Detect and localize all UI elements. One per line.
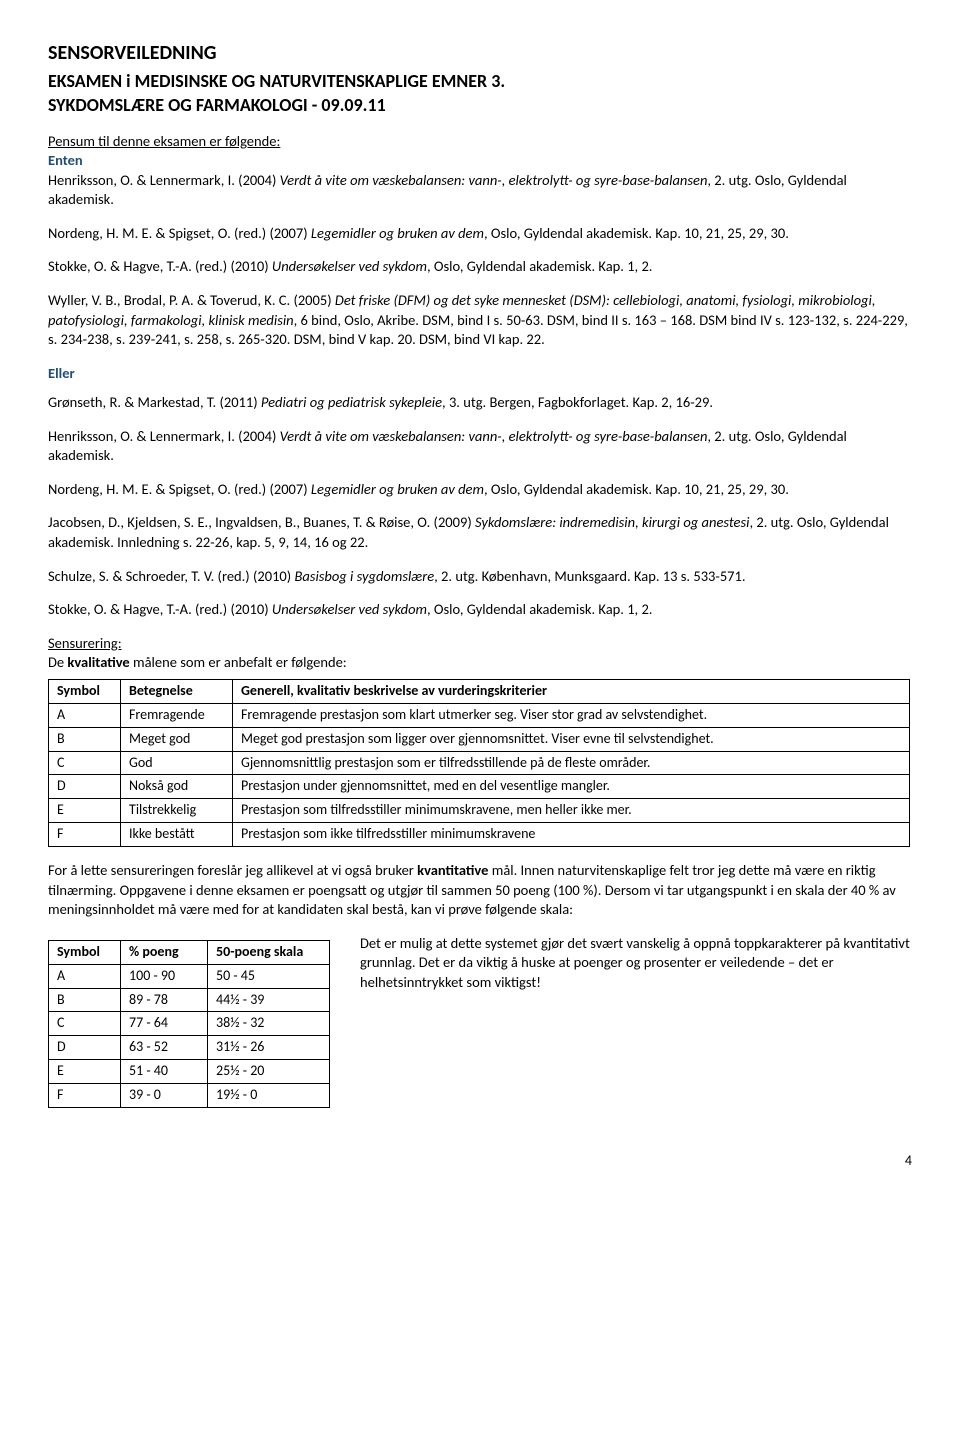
quant-para-bold: kvantitative xyxy=(417,861,488,879)
table-row: A100 - 9050 - 45 xyxy=(49,964,330,988)
ref-henriksson-pre: Henriksson, O. & Lennermark, I. (2004) xyxy=(48,171,280,189)
table-row: C77 - 6438½ - 32 xyxy=(49,1012,330,1036)
ref-gronseth-post: , 3. utg. Bergen, Fagbokforlaget. Kap. 2… xyxy=(442,393,713,411)
ref-wyller-pre: Wyller, V. B., Brodal, P. A. & Toverud, … xyxy=(48,291,335,309)
doc-subtitle-2: SYKDOMSLÆRE OG FARMAKOLOGI - 09.09.11 xyxy=(48,93,912,117)
table-header-row: Symbol Betegnelse Generell, kvalitativ b… xyxy=(49,679,910,703)
ref-nordeng2-title: Legemidler og bruken av dem xyxy=(311,480,484,498)
th-poeng: % poeng xyxy=(121,940,208,964)
ref-jacobsen-title: Sykdomslære: indremedisin, kirurgi og an… xyxy=(475,513,749,531)
table-row: BMeget godMeget god prestasjon som ligge… xyxy=(49,727,910,751)
page-number: 4 xyxy=(48,1152,912,1171)
eller-heading: Eller xyxy=(48,364,912,384)
table-row: ETilstrekkeligPrestasjon som tilfredssti… xyxy=(49,799,910,823)
scale-table: Symbol % poeng 50-poeng skala A100 - 905… xyxy=(48,940,330,1108)
doc-subtitle-1: EKSAMEN i MEDISINSKE OG NATURVITENSKAPLI… xyxy=(48,69,912,93)
ref-stokke-post: , Oslo, Gyldendal akademisk. Kap. 1, 2. xyxy=(427,257,652,275)
table-row: AFremragendeFremragende prestasjon som k… xyxy=(49,703,910,727)
quant-para-pre: For å lette sensureringen foreslår jeg a… xyxy=(48,861,417,879)
ref-stokke2-pre: Stokke, O. & Hagve, T.-A. (red.) (2010) xyxy=(48,600,272,618)
bottom-note: Det er mulig at dette systemet gjør det … xyxy=(360,934,912,993)
table-row: D63 - 5231½ - 26 xyxy=(49,1036,330,1060)
pensum-heading: Pensum til denne eksamen er følgende: xyxy=(48,132,912,152)
ref-schulze-pre: Schulze, S. & Schroeder, T. V. (red.) (2… xyxy=(48,567,294,585)
table-row: DNokså godPrestasjon under gjennomsnitte… xyxy=(49,775,910,799)
table-row: CGodGjennomsnittlig prestasjon som er ti… xyxy=(49,751,910,775)
ref-nordeng-pre: Nordeng, H. M. E. & Spigset, O. (red.) (… xyxy=(48,224,311,242)
ref-stokke2-post: , Oslo, Gyldendal akademisk. Kap. 1, 2. xyxy=(427,600,652,618)
grade-table: Symbol Betegnelse Generell, kvalitativ b… xyxy=(48,679,910,847)
enten-heading: Enten xyxy=(48,151,912,171)
sensurering-intro-pre: De xyxy=(48,653,67,671)
ref-henriksson2-title: Verdt å vite om væskebalansen: vann-, el… xyxy=(280,427,708,445)
table-row: B89 - 7844½ - 39 xyxy=(49,988,330,1012)
ref-gronseth-pre: Grønseth, R. & Markestad, T. (2011) xyxy=(48,393,261,411)
ref-nordeng-post: , Oslo, Gyldendal akademisk. Kap. 10, 21… xyxy=(484,224,789,242)
ref-stokke-title: Undersøkelser ved sykdom xyxy=(272,257,427,275)
ref-schulze-title: Basisbog i sygdomslære xyxy=(294,567,434,585)
sensurering-intro-bold: kvalitative xyxy=(67,653,129,671)
ref-henriksson-title: Verdt å vite om væskebalansen: vann-, el… xyxy=(280,171,708,189)
ref-henriksson2-pre: Henriksson, O. & Lennermark, I. (2004) xyxy=(48,427,280,445)
ref-nordeng-title: Legemidler og bruken av dem xyxy=(311,224,484,242)
ref-stokke-pre: Stokke, O. & Hagve, T.-A. (red.) (2010) xyxy=(48,257,272,275)
th-skala: 50-poeng skala xyxy=(208,940,330,964)
table-row: FIkke beståttPrestasjon som ikke tilfred… xyxy=(49,823,910,847)
th-symbol: Symbol xyxy=(49,679,121,703)
sensurering-heading: Sensurering: xyxy=(48,634,122,652)
ref-nordeng2-pre: Nordeng, H. M. E. & Spigset, O. (red.) (… xyxy=(48,480,311,498)
ref-schulze-post: , 2. utg. København, Munksgaard. Kap. 13… xyxy=(434,567,745,585)
table-header-row: Symbol % poeng 50-poeng skala xyxy=(49,940,330,964)
ref-jacobsen-pre: Jacobsen, D., Kjeldsen, S. E., Ingvaldse… xyxy=(48,513,475,531)
table-row: F39 - 019½ - 0 xyxy=(49,1084,330,1108)
ref-gronseth-title: Pediatri og pediatrisk sykepleie xyxy=(261,393,442,411)
doc-title: SENSORVEILEDNING xyxy=(48,40,912,67)
table-row: E51 - 4025½ - 20 xyxy=(49,1060,330,1084)
th-beskrivelse: Generell, kvalitativ beskrivelse av vurd… xyxy=(233,679,910,703)
th-betegnelse: Betegnelse xyxy=(121,679,233,703)
th-symbol: Symbol xyxy=(49,940,121,964)
sensurering-intro-post: målene som er anbefalt er følgende: xyxy=(130,653,347,671)
ref-stokke2-title: Undersøkelser ved sykdom xyxy=(272,600,427,618)
ref-nordeng2-post: , Oslo, Gyldendal akademisk. Kap. 10, 21… xyxy=(484,480,789,498)
